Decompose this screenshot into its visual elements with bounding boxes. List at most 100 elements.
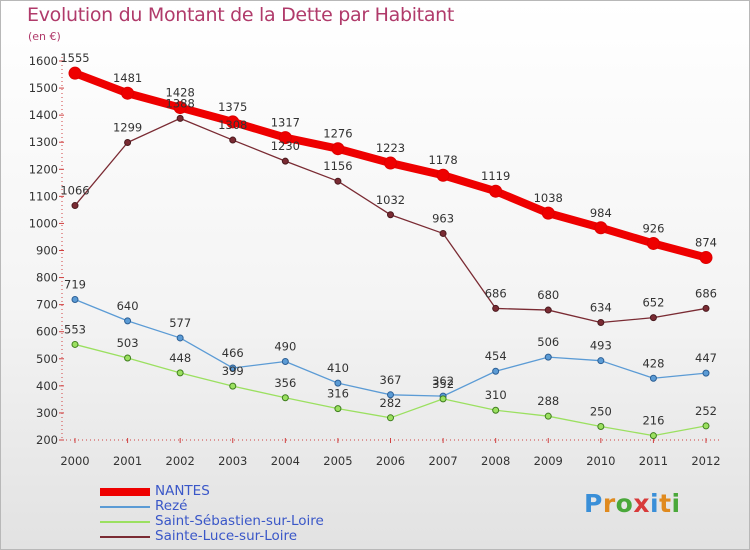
data-label: 356 [274, 376, 296, 390]
data-label: 1299 [113, 120, 142, 134]
data-label: 447 [695, 351, 717, 365]
data-label: 490 [274, 339, 296, 353]
data-point [387, 211, 394, 219]
data-point [334, 177, 342, 185]
x-tick-label: 2000 [60, 454, 89, 468]
data-point [229, 136, 237, 144]
data-label: 686 [485, 286, 507, 300]
data-label: 1156 [323, 159, 352, 173]
data-label: 577 [169, 316, 191, 330]
y-tick-label: 500 [36, 352, 58, 366]
data-point [439, 229, 447, 237]
x-tick-label: 2002 [166, 454, 195, 468]
data-label: 984 [590, 206, 612, 220]
data-point [702, 422, 710, 430]
data-point [121, 86, 135, 100]
data-point [492, 367, 500, 375]
legend-swatch [100, 521, 150, 523]
data-point [597, 357, 605, 365]
data-label: 1308 [218, 118, 247, 132]
data-label: 288 [537, 394, 559, 408]
data-point [541, 206, 555, 220]
data-label: 428 [642, 356, 664, 370]
data-label: 652 [642, 296, 664, 310]
legend-swatch [100, 536, 150, 538]
data-point [649, 314, 657, 322]
x-tick-label: 2009 [534, 454, 563, 468]
data-label: 680 [537, 288, 559, 302]
data-point [436, 168, 450, 182]
data-point [544, 353, 552, 361]
data-point [489, 184, 503, 198]
data-label: 1428 [166, 86, 195, 100]
data-point [492, 304, 500, 312]
data-label: 454 [485, 349, 507, 363]
data-label: 1223 [376, 141, 405, 155]
chart-title: Evolution du Montant de la Dette par Hab… [27, 4, 455, 26]
y-tick-label: 200 [36, 433, 58, 447]
data-point [71, 295, 79, 303]
x-tick-label: 2001 [113, 454, 142, 468]
legend-item: Rezé [100, 498, 360, 515]
data-label: 719 [64, 277, 86, 291]
data-point [281, 357, 289, 365]
data-point [281, 157, 289, 165]
y-tick-label: 1600 [29, 54, 58, 68]
data-label: 362 [432, 374, 454, 388]
y-tick-label: 300 [36, 406, 58, 420]
data-point [124, 354, 132, 362]
data-point [176, 114, 184, 122]
chart-unit: (en €) [28, 30, 61, 43]
data-label: 310 [485, 388, 507, 402]
data-label: 316 [327, 387, 349, 401]
data-point [71, 202, 79, 210]
chart-data-labels: 1555 1481 1428 1375 1317 1276 1223 1178 1119 1038… [60, 51, 717, 427]
data-point [334, 379, 342, 387]
data-label: 399 [222, 364, 244, 378]
data-point [334, 405, 342, 413]
legend-label: NANTES [155, 483, 210, 499]
data-point [176, 369, 184, 377]
chart-series [68, 66, 713, 440]
data-label: 553 [64, 322, 86, 336]
data-point [544, 306, 552, 314]
data-label: 352 [432, 377, 454, 391]
data-point [278, 131, 292, 145]
data-point [68, 66, 82, 80]
data-point [173, 101, 187, 115]
data-label: 1038 [534, 191, 563, 205]
legend-item: Sainte-Luce-sur-Loire [100, 528, 360, 545]
y-tick-label: 1500 [29, 81, 58, 95]
x-tick-label: 2010 [586, 454, 615, 468]
data-label: 1066 [60, 184, 89, 198]
y-tick-label: 1100 [29, 189, 58, 203]
data-label: 634 [590, 301, 612, 315]
chart-axes: 200 300 400 500 600 700 800 900 1000 1100 1200 1300… [29, 54, 721, 468]
data-point [331, 142, 345, 156]
data-label: 466 [222, 346, 244, 360]
data-point [594, 221, 608, 235]
data-label: 250 [590, 404, 612, 418]
data-point [649, 432, 657, 440]
data-point [384, 156, 397, 170]
data-label: 503 [117, 336, 139, 350]
data-label: 1317 [271, 116, 300, 130]
data-label: 493 [590, 339, 612, 353]
data-point [646, 236, 660, 250]
data-point [124, 317, 132, 325]
data-label: 1276 [323, 127, 352, 141]
data-point [176, 334, 184, 342]
data-label: 1230 [271, 139, 300, 153]
x-tick-label: 2007 [428, 454, 457, 468]
y-tick-label: 1200 [29, 162, 58, 176]
x-tick-label: 2006 [376, 454, 405, 468]
data-point [387, 391, 394, 399]
proxiti-logo: Proxiti [584, 489, 681, 518]
y-tick-label: 900 [36, 244, 58, 258]
data-point [229, 382, 237, 390]
data-label: 963 [432, 211, 454, 225]
data-label: 1555 [60, 51, 89, 65]
data-point [229, 364, 237, 372]
legend-item: NANTES [100, 483, 360, 500]
